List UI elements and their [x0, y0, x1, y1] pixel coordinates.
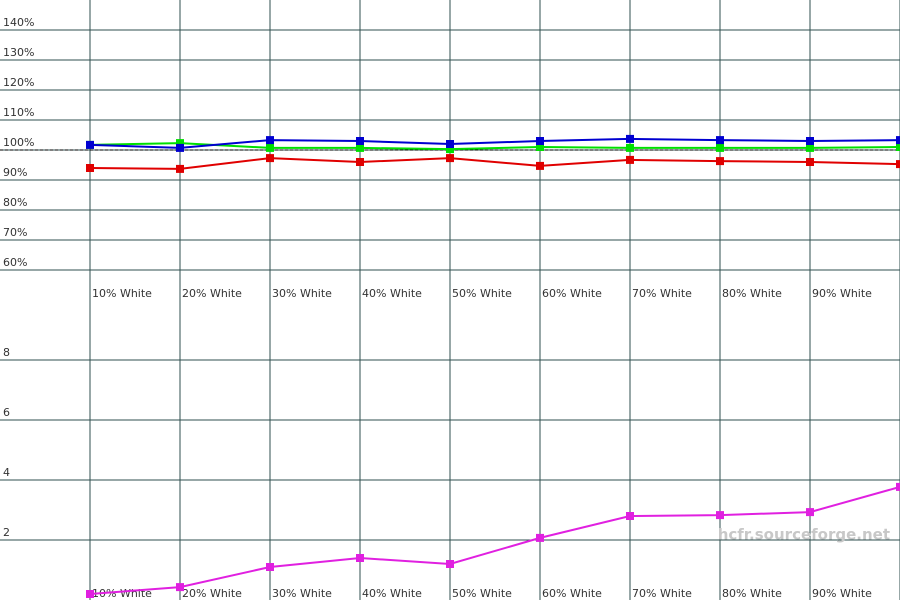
y-tick-label: 140% [3, 16, 34, 29]
y-tick-label: 130% [3, 46, 34, 59]
point [356, 554, 364, 562]
point [446, 145, 454, 154]
x-tick-label: 10% White [92, 287, 152, 300]
x-tick-label: 50% White [452, 587, 512, 600]
y-tick-label: 8 [3, 346, 10, 359]
point [716, 136, 724, 145]
point [446, 154, 454, 163]
point [626, 143, 634, 152]
x-tick-label: 60% White [542, 287, 602, 300]
x-tick-label: 70% White [632, 287, 692, 300]
point [626, 134, 634, 143]
point [176, 164, 184, 173]
x-tick-label: 20% White [182, 587, 242, 600]
point [536, 161, 544, 170]
y-tick-label: 6 [3, 406, 10, 419]
y-tick-label: 80% [3, 196, 27, 209]
point [806, 143, 814, 152]
point [176, 139, 184, 148]
x-tick-label: 30% White [272, 287, 332, 300]
series-line [89, 157, 900, 170]
y-tick-label: 110% [3, 106, 34, 119]
point [536, 143, 544, 151]
point [896, 143, 900, 151]
point [356, 158, 364, 166]
point [86, 164, 94, 172]
x-tick-label: 80% White [722, 287, 782, 300]
point [716, 511, 724, 520]
point [266, 136, 274, 145]
point [356, 143, 364, 152]
y-tick-label: 120% [3, 76, 34, 89]
series-line [89, 142, 900, 151]
point [86, 590, 94, 598]
point [896, 160, 900, 169]
point [806, 158, 814, 166]
point [266, 563, 274, 571]
point [266, 154, 274, 163]
x-tick-label: 90% White [812, 287, 872, 300]
y-tick-label: 70% [3, 226, 27, 239]
series-line [89, 137, 900, 149]
point [716, 143, 724, 152]
y-tick-label: 4 [3, 466, 10, 479]
point [266, 143, 274, 152]
point [896, 136, 900, 145]
x-tick-label: 80% White [722, 587, 782, 600]
x-tick-label: 20% White [182, 287, 242, 300]
point [176, 583, 184, 592]
y-tick-label: 60% [3, 256, 27, 269]
point [86, 140, 94, 149]
point [896, 482, 900, 491]
x-tick-label: 50% White [452, 287, 512, 300]
point [536, 533, 544, 542]
point [806, 508, 814, 517]
x-tick-label: 40% White [362, 587, 422, 600]
point [716, 157, 724, 166]
point [176, 143, 184, 152]
point [806, 137, 814, 145]
x-tick-label: 90% White [812, 587, 872, 600]
series-line [89, 485, 900, 595]
point [446, 560, 454, 568]
x-tick-label: 60% White [542, 587, 602, 600]
point [356, 137, 364, 145]
x-tick-label: 70% White [632, 587, 692, 600]
x-tick-label: 30% White [272, 587, 332, 600]
watermark: hcfr.sourceforge.net [718, 526, 890, 544]
point [626, 512, 634, 520]
point [536, 137, 544, 145]
y-tick-label: 100% [3, 136, 34, 149]
x-tick-label: 40% White [362, 287, 422, 300]
y-tick-label: 90% [3, 166, 27, 179]
y-tick-label: 2 [3, 526, 10, 539]
point [446, 140, 454, 148]
point [626, 155, 634, 164]
